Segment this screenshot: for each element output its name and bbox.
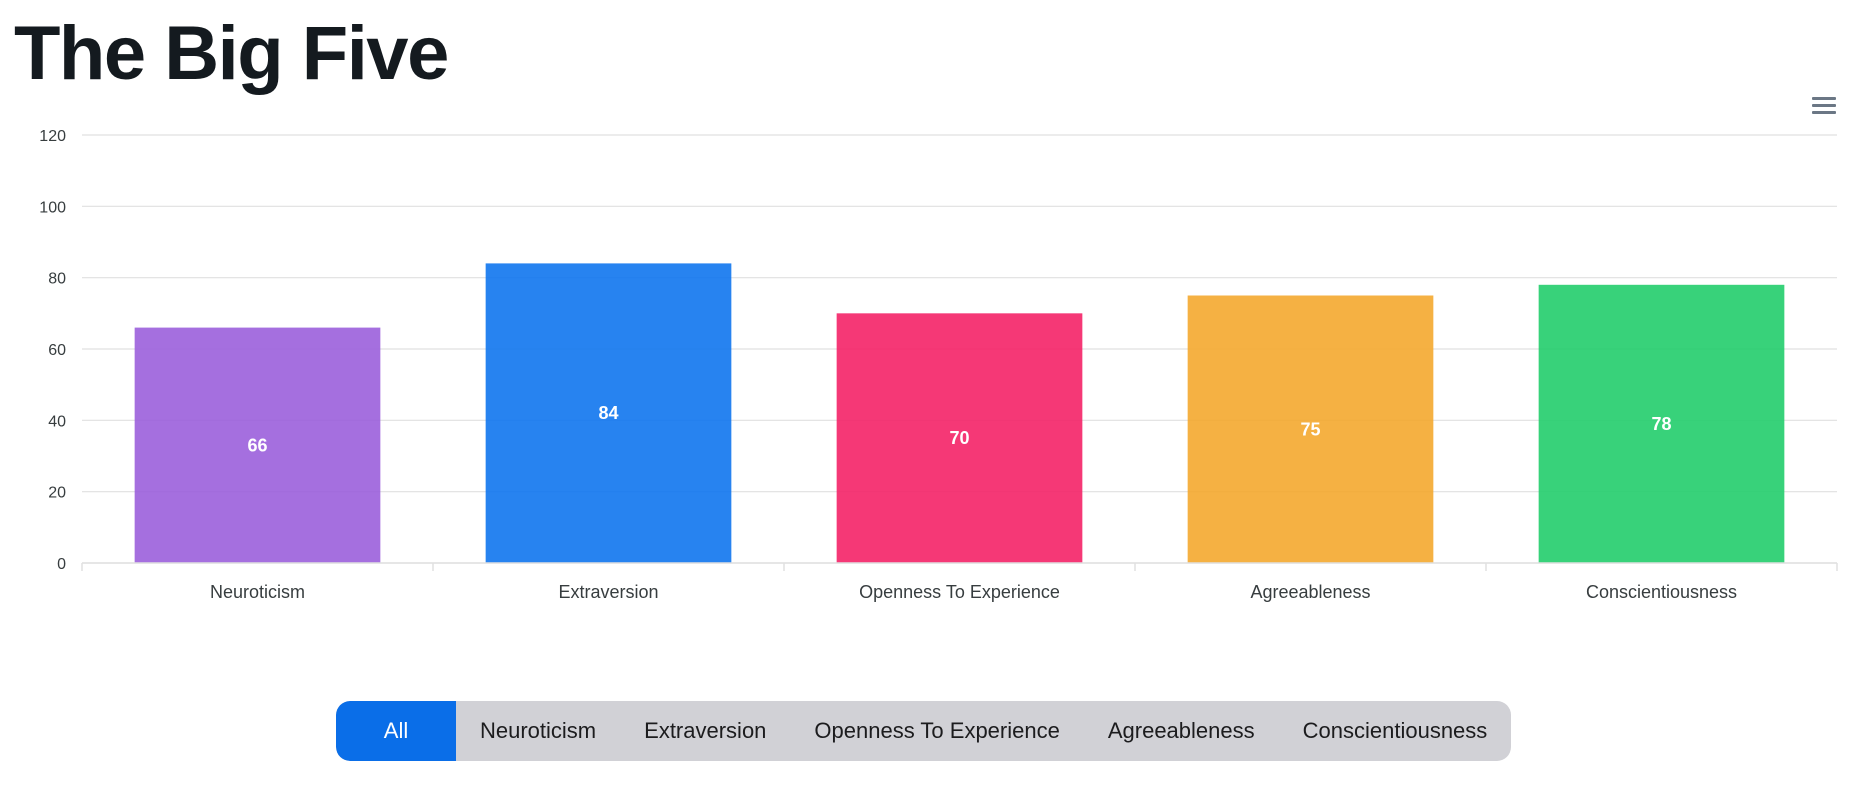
x-category-label: Openness To Experience — [859, 582, 1060, 602]
y-tick-label: 0 — [57, 556, 66, 573]
bar-data-label: 70 — [949, 428, 969, 448]
bar-openness-to-experience[interactable] — [836, 313, 1083, 563]
bar-extraversion[interactable] — [485, 263, 732, 563]
bar-agreeableness[interactable] — [1187, 295, 1434, 564]
y-tick-label: 80 — [48, 271, 66, 288]
filter-openness-button[interactable]: Openness To Experience — [814, 718, 1060, 743]
filter-all-button[interactable]: All — [336, 701, 456, 761]
bar-neuroticism[interactable] — [134, 327, 381, 563]
category-filter-bar: All Neuroticism Extraversion Openness To… — [336, 701, 1512, 761]
y-tick-label: 120 — [39, 128, 66, 145]
x-category-label: Neuroticism — [210, 582, 305, 602]
hamburger-menu-icon[interactable] — [1812, 97, 1836, 117]
x-category-label: Agreeableness — [1250, 582, 1370, 602]
filter-agreeableness-button[interactable]: Agreeableness — [1107, 718, 1255, 743]
bar-data-label: 66 — [247, 435, 267, 455]
bar-chart: 0 20 40 60 80 100 120 66 Neuroticism 84 Extraversi… — [39, 128, 1838, 602]
bar-data-label: 75 — [1300, 419, 1320, 439]
bar-conscientiousness[interactable] — [1538, 284, 1785, 563]
y-tick-label: 40 — [48, 413, 66, 430]
y-tick-label: 100 — [39, 199, 66, 216]
bar-data-label: 78 — [1651, 414, 1671, 434]
filter-extraversion-button[interactable]: Extraversion — [644, 718, 767, 743]
filter-neuroticism-button[interactable]: Neuroticism — [480, 718, 597, 743]
x-category-label: Extraversion — [558, 582, 658, 602]
x-category-label: Conscientiousness — [1586, 582, 1737, 602]
bar-data-label: 84 — [598, 403, 618, 423]
filter-conscientiousness-button[interactable]: Conscientiousness — [1302, 718, 1488, 743]
y-tick-label: 20 — [48, 485, 66, 502]
page-title: The Big Five — [14, 11, 449, 96]
y-tick-label: 60 — [48, 342, 66, 359]
